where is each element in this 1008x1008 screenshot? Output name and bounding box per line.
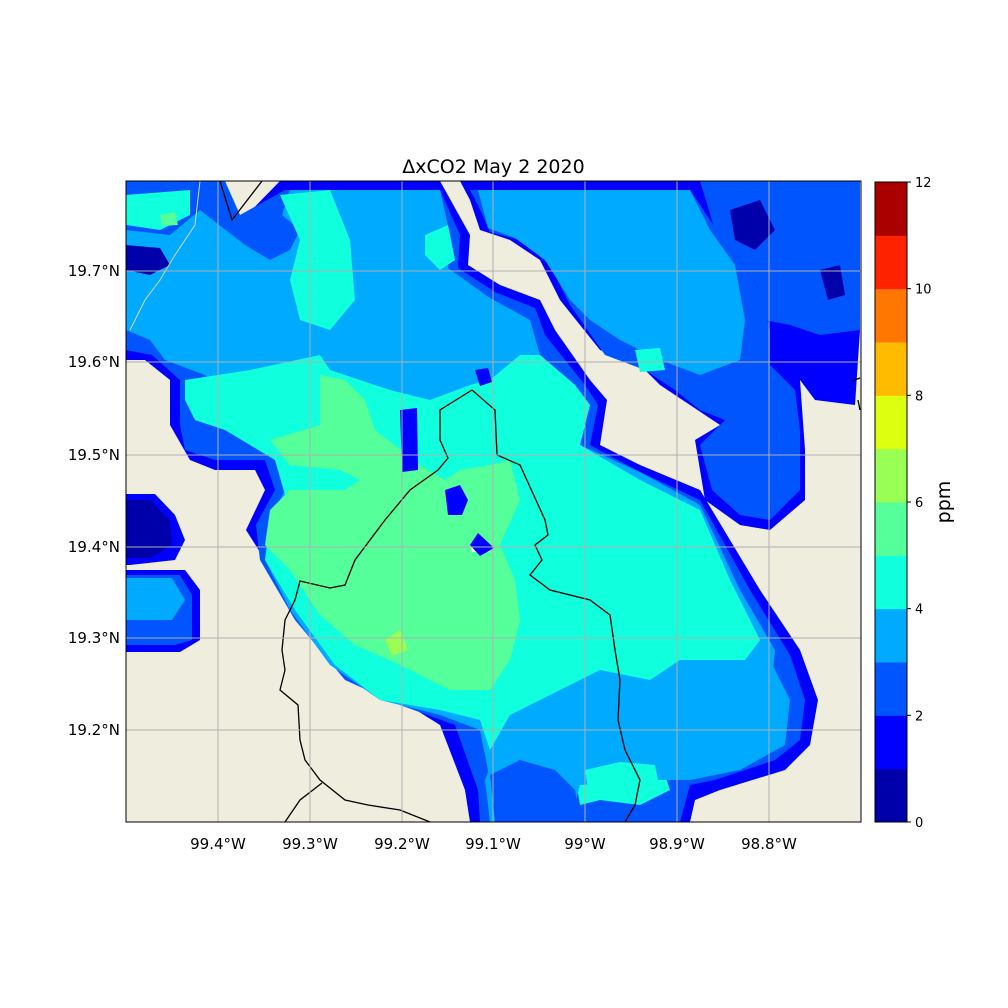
colorbar-swatch bbox=[875, 555, 907, 609]
colorbar-tick-label: 10 bbox=[915, 283, 932, 298]
colorbar-swatch bbox=[875, 235, 907, 289]
colorbar-swatch bbox=[875, 609, 907, 663]
y-tick-label: 19.2°N bbox=[68, 721, 120, 739]
y-tick-label: 19.4°N bbox=[68, 538, 120, 556]
x-tick-label: 99.1°W bbox=[465, 835, 521, 853]
x-tick-label: 99.2°W bbox=[374, 835, 430, 853]
colorbar-swatch bbox=[875, 395, 907, 449]
colorbar-swatch bbox=[875, 342, 907, 396]
y-tick-label: 19.3°N bbox=[68, 629, 120, 647]
colorbar-tick-label: 0 bbox=[915, 816, 923, 831]
y-tick-label: 19.6°N bbox=[68, 353, 120, 371]
colorbar-swatch bbox=[875, 662, 907, 716]
colorbar-swatch bbox=[875, 502, 907, 556]
colorbar: 0 2 4 6 8 10 12 bbox=[875, 176, 932, 831]
colorbar-tick-label: 6 bbox=[915, 496, 923, 511]
x-tick-label: 98.8°W bbox=[741, 835, 797, 853]
x-tick-label: 99.4°W bbox=[190, 835, 246, 853]
y-axis: 19.7°N 19.6°N 19.5°N 19.4°N 19.3°N 19.2°… bbox=[68, 262, 120, 739]
x-axis: 99.4°W 99.3°W 99.2°W 99.1°W 99°W 98.9°W … bbox=[190, 835, 797, 853]
x-tick-label: 98.9°W bbox=[649, 835, 705, 853]
colorbar-tick-label: 4 bbox=[915, 603, 923, 618]
colorbar-swatch bbox=[875, 715, 907, 769]
colorbar-tick-label: 8 bbox=[915, 389, 923, 404]
colorbar-swatch bbox=[875, 769, 907, 823]
map-area bbox=[126, 181, 861, 822]
colorbar-tick-label: 2 bbox=[915, 709, 923, 724]
colorbar-unit-label: ppm bbox=[933, 481, 955, 524]
y-tick-label: 19.7°N bbox=[68, 262, 120, 280]
x-tick-label: 99°W bbox=[564, 835, 606, 853]
colorbar-swatch bbox=[875, 289, 907, 343]
colorbar-tick-label: 12 bbox=[915, 176, 932, 191]
colorbar-swatch bbox=[875, 182, 907, 236]
colorbar-swatch bbox=[875, 449, 907, 503]
y-tick-label: 19.5°N bbox=[68, 446, 120, 464]
x-tick-label: 99.3°W bbox=[282, 835, 338, 853]
